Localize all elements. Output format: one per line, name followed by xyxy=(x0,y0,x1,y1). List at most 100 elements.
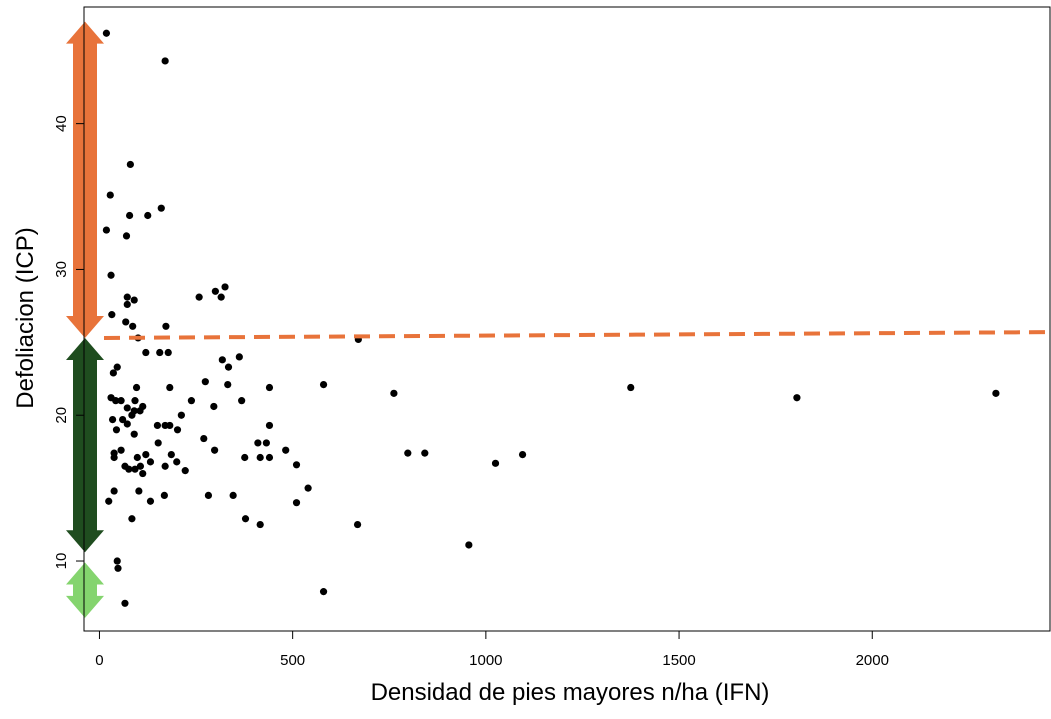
data-point xyxy=(133,384,140,391)
data-point xyxy=(421,450,428,457)
data-point xyxy=(162,57,169,64)
plot-frame xyxy=(84,7,1050,631)
data-point xyxy=(168,451,175,458)
data-points xyxy=(103,30,1000,607)
data-point xyxy=(254,439,261,446)
data-point xyxy=(156,349,163,356)
data-point xyxy=(200,435,207,442)
data-point xyxy=(793,394,800,401)
data-point xyxy=(266,384,273,391)
y-tick-label: 40 xyxy=(53,115,70,132)
data-point xyxy=(154,422,161,429)
data-point xyxy=(126,212,133,219)
data-point xyxy=(219,356,226,363)
data-point xyxy=(211,447,218,454)
data-point xyxy=(103,30,110,37)
data-point xyxy=(166,422,173,429)
data-point xyxy=(147,458,154,465)
data-point xyxy=(117,397,124,404)
data-point xyxy=(142,349,149,356)
x-tick-label: 0 xyxy=(95,652,103,669)
data-point xyxy=(129,323,136,330)
data-point xyxy=(107,191,114,198)
data-point xyxy=(155,439,162,446)
y-tick-label: 30 xyxy=(53,261,70,278)
data-point xyxy=(263,439,270,446)
data-point xyxy=(131,431,138,438)
x-tick-label: 2000 xyxy=(856,652,889,669)
data-point xyxy=(114,565,121,572)
data-point xyxy=(282,447,289,454)
y-axis-title: Defoliacion (ICP) xyxy=(12,227,39,408)
data-point xyxy=(196,294,203,301)
range-arrow-3 xyxy=(66,562,104,617)
data-point xyxy=(182,467,189,474)
data-point xyxy=(320,381,327,388)
data-point xyxy=(121,600,128,607)
data-point xyxy=(131,466,138,473)
data-point xyxy=(135,487,142,494)
data-point xyxy=(257,521,264,528)
data-point xyxy=(122,318,129,325)
data-point xyxy=(134,454,141,461)
data-point xyxy=(390,390,397,397)
data-point xyxy=(225,364,232,371)
data-point xyxy=(117,447,124,454)
data-point xyxy=(519,451,526,458)
data-point xyxy=(131,397,138,404)
data-point xyxy=(142,451,149,458)
data-point xyxy=(992,390,999,397)
data-point xyxy=(111,454,118,461)
y-tick-label: 10 xyxy=(53,553,70,570)
data-point xyxy=(305,485,312,492)
range-arrow-2 xyxy=(66,338,104,552)
data-point xyxy=(103,226,110,233)
data-point xyxy=(293,499,300,506)
data-point xyxy=(492,460,499,467)
data-point xyxy=(139,470,146,477)
data-point xyxy=(173,458,180,465)
data-point xyxy=(166,384,173,391)
data-point xyxy=(124,301,131,308)
data-point xyxy=(162,463,169,470)
data-point xyxy=(210,403,217,410)
data-point xyxy=(123,232,130,239)
data-point xyxy=(236,353,243,360)
x-axis: 0 500 1000 1500 2000 xyxy=(95,631,889,669)
trend-line xyxy=(104,332,1050,338)
data-point xyxy=(158,205,165,212)
data-point xyxy=(162,323,169,330)
data-point xyxy=(128,412,135,419)
data-point xyxy=(238,397,245,404)
data-point xyxy=(205,492,212,499)
y-tick-label: 20 xyxy=(53,407,70,424)
trend-line-group xyxy=(104,332,1050,338)
data-point xyxy=(105,498,112,505)
data-point xyxy=(241,454,248,461)
data-point xyxy=(465,541,472,548)
x-tick-label: 1000 xyxy=(469,652,502,669)
x-axis-title: Densidad de pies mayores n/ha (IFN) xyxy=(371,679,770,706)
data-point xyxy=(124,420,131,427)
data-point xyxy=(109,416,116,423)
data-point xyxy=(127,161,134,168)
data-point xyxy=(144,212,151,219)
data-point xyxy=(212,288,219,295)
data-point xyxy=(202,378,209,385)
data-point xyxy=(354,521,361,528)
data-point xyxy=(266,422,273,429)
x-tick-label: 1500 xyxy=(662,652,695,669)
data-point xyxy=(188,397,195,404)
data-point xyxy=(110,369,117,376)
range-arrows xyxy=(66,22,104,618)
data-point xyxy=(136,407,143,414)
data-point xyxy=(165,349,172,356)
data-point xyxy=(124,404,131,411)
data-point xyxy=(124,294,131,301)
data-point xyxy=(627,384,634,391)
data-point xyxy=(230,492,237,499)
data-point xyxy=(266,454,273,461)
data-point xyxy=(108,311,115,318)
data-point xyxy=(131,296,138,303)
